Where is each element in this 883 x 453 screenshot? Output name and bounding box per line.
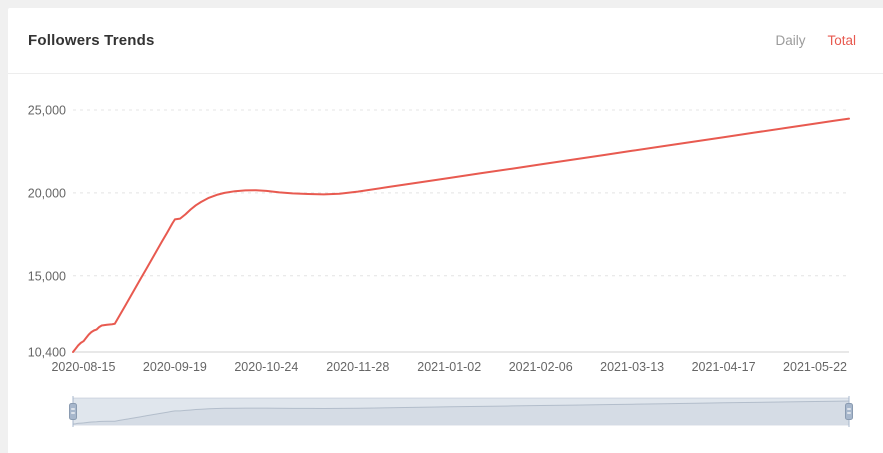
chart-canvas[interactable]: 10,400 15,000 20,000 25,000 2020-08-15 2020-0…	[8, 74, 883, 453]
datazoom-handle-left[interactable]	[69, 403, 77, 420]
y-axis-label: 25,000	[28, 104, 66, 118]
y-axis-label: 10,400	[28, 346, 66, 360]
tab-total[interactable]: Total	[827, 33, 856, 48]
followers-trends-card: Followers Trends Daily Total 10,400 15,00…	[8, 8, 883, 453]
x-axis-label: 2020-10-24	[234, 360, 298, 374]
x-axis-label: 2021-02-06	[509, 360, 573, 374]
tab-daily[interactable]: Daily	[775, 33, 806, 48]
x-axis-label: 2021-04-17	[692, 360, 756, 374]
x-axis-label: 2020-09-19	[143, 360, 207, 374]
view-toggle: Daily Total	[775, 33, 856, 48]
x-axis-label: 2020-11-28	[326, 360, 389, 374]
y-axis-label: 20,000	[28, 186, 66, 200]
datazoom-handle-right[interactable]	[845, 403, 853, 420]
x-axis-label: 2020-08-15	[51, 360, 115, 374]
card-header: Followers Trends Daily Total	[8, 8, 883, 74]
y-axis-label: 15,000	[28, 269, 66, 283]
datazoom-filler[interactable]	[73, 398, 849, 425]
x-axis-label: 2021-03-13	[600, 360, 664, 374]
x-axis-label: 2021-05-22	[783, 360, 847, 374]
page-title: Followers Trends	[28, 32, 155, 49]
datazoom-preview-area	[73, 401, 849, 424]
datazoom-preview-line	[72, 400, 850, 425]
followers-trend-chart: 10,400 15,000 20,000 25,000 2020-08-15 2020-0…	[8, 74, 883, 453]
trend-line[interactable]	[72, 117, 850, 353]
x-axis-label: 2021-01-02	[417, 360, 481, 374]
